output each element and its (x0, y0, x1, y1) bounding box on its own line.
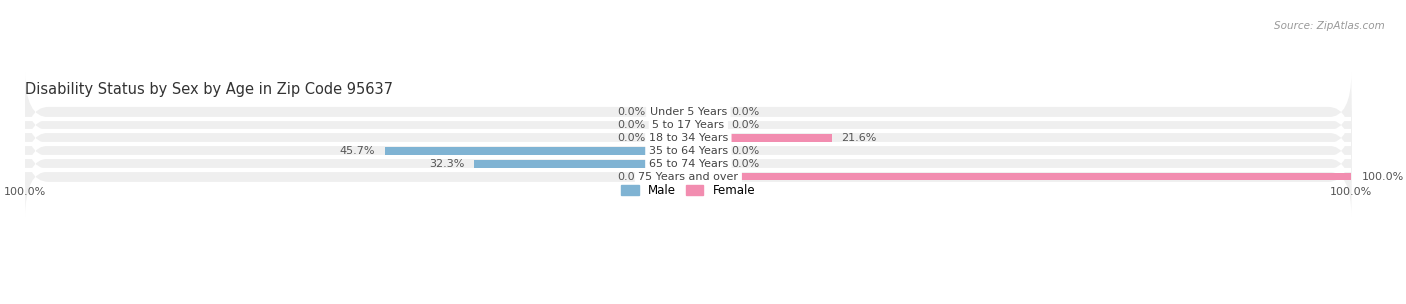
FancyBboxPatch shape (25, 72, 1351, 152)
Text: 0.0%: 0.0% (731, 146, 759, 156)
Text: 0.0%: 0.0% (617, 172, 645, 182)
Text: 65 to 74 Years: 65 to 74 Years (648, 159, 728, 169)
Text: Source: ZipAtlas.com: Source: ZipAtlas.com (1274, 21, 1385, 31)
Legend: Male, Female: Male, Female (616, 180, 761, 202)
Bar (655, 121, 689, 129)
Text: 75 Years and over: 75 Years and over (638, 172, 738, 182)
Text: 0.0%: 0.0% (731, 107, 759, 117)
Bar (474, 160, 689, 168)
Bar (689, 147, 721, 155)
Text: 21.6%: 21.6% (842, 133, 877, 143)
FancyBboxPatch shape (25, 98, 1351, 178)
FancyBboxPatch shape (25, 136, 1351, 217)
Text: 0.0%: 0.0% (731, 159, 759, 169)
Bar (385, 147, 689, 155)
FancyBboxPatch shape (25, 111, 1351, 191)
FancyBboxPatch shape (25, 85, 1351, 165)
Text: 45.7%: 45.7% (340, 146, 375, 156)
Bar (655, 173, 689, 181)
Text: 35 to 64 Years: 35 to 64 Years (648, 146, 728, 156)
Bar (655, 134, 689, 142)
Text: 5 to 17 Years: 5 to 17 Years (652, 120, 724, 130)
Bar (689, 173, 1351, 181)
FancyBboxPatch shape (25, 124, 1351, 204)
Text: 0.0%: 0.0% (617, 133, 645, 143)
Text: 0.0%: 0.0% (617, 107, 645, 117)
Text: 18 to 34 Years: 18 to 34 Years (648, 133, 728, 143)
Text: 0.0%: 0.0% (617, 120, 645, 130)
Bar (689, 121, 721, 129)
Text: 100.0%: 100.0% (1361, 172, 1403, 182)
Bar (689, 160, 721, 168)
Text: 32.3%: 32.3% (429, 159, 464, 169)
Text: Disability Status by Sex by Age in Zip Code 95637: Disability Status by Sex by Age in Zip C… (25, 82, 394, 98)
Bar (689, 134, 831, 142)
Bar (655, 108, 689, 116)
Text: Under 5 Years: Under 5 Years (650, 107, 727, 117)
Text: 0.0%: 0.0% (731, 120, 759, 130)
Bar (689, 108, 721, 116)
